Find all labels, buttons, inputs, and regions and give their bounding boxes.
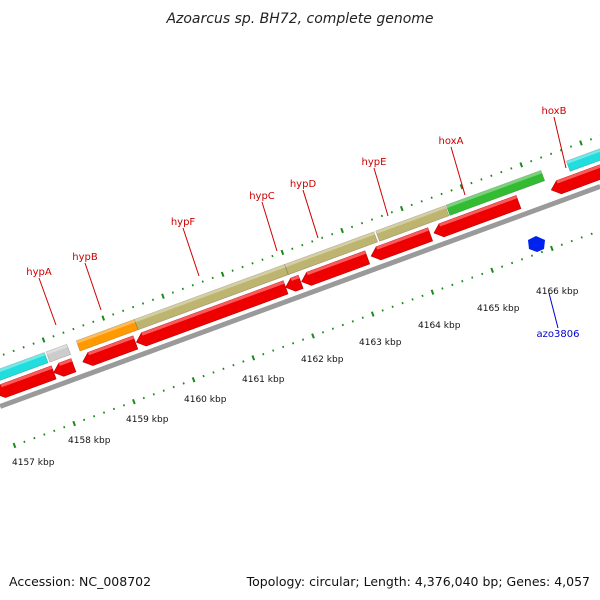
gene-label: hoxA	[439, 136, 464, 147]
green-feature	[445, 170, 546, 216]
gene-label: hypA	[26, 267, 52, 278]
gene-label: hypB	[72, 252, 98, 263]
gene-label: hoxB	[542, 106, 567, 117]
map-title: Azoarcus sp. BH72, complete genome	[165, 11, 433, 27]
cds-rev-6	[301, 250, 371, 286]
label-leader-line	[84, 262, 102, 311]
inner-tick-row	[12, 232, 593, 449]
label-leader-line	[38, 277, 57, 326]
label-leader-line	[450, 146, 466, 196]
scale-label: 4157 kbp	[12, 458, 55, 468]
scale-label: 4166 kbp	[536, 287, 579, 297]
olive-feature-3	[375, 205, 450, 242]
scale-label: 4164 kbp	[418, 321, 461, 331]
label-leader-line	[553, 116, 567, 169]
scale-ticks	[2, 134, 600, 449]
outer-tick-row	[2, 134, 600, 356]
feature-tracks	[0, 148, 600, 409]
label-leader-line	[548, 292, 559, 329]
scale-label: 4165 kbp	[477, 304, 520, 314]
gene-label: hypF	[171, 217, 196, 228]
scale-label: 4158 kbp	[68, 436, 111, 446]
scale-labels: 4157 kbp 4158 kbp 4159 kbp 4160 kbp 4161 kbp…	[12, 287, 579, 468]
azo3806-gene	[528, 236, 545, 252]
gene-label: azo3806	[537, 329, 580, 340]
label-leader-line	[302, 189, 319, 239]
gene-labels: hypA hypB hypF hypC hypD hypE hoxA hoxB azo3806	[26, 106, 579, 340]
label-leader-line	[182, 227, 200, 277]
gene-label: hypC	[249, 191, 275, 202]
cyan-feature-1	[0, 352, 49, 381]
accession-text: Accession: NC_008702	[9, 574, 151, 589]
gene-label: hypD	[290, 179, 317, 190]
olive-feature-2	[284, 231, 378, 276]
scale-label: 4159 kbp	[126, 415, 169, 425]
grey-feature	[45, 343, 71, 363]
scale-label: 4163 kbp	[359, 338, 402, 348]
label-leader-line	[373, 167, 389, 217]
gene-label: hypE	[362, 157, 387, 168]
scale-label: 4161 kbp	[242, 375, 285, 385]
label-leader-line	[261, 201, 278, 252]
genome-summary-text: Topology: circular; Length: 4,376,040 bp…	[246, 574, 590, 589]
cyan-feature-2	[565, 148, 600, 172]
backbone-line	[0, 184, 600, 409]
scale-label: 4160 kbp	[184, 395, 227, 405]
scale-label: 4162 kbp	[301, 355, 344, 365]
